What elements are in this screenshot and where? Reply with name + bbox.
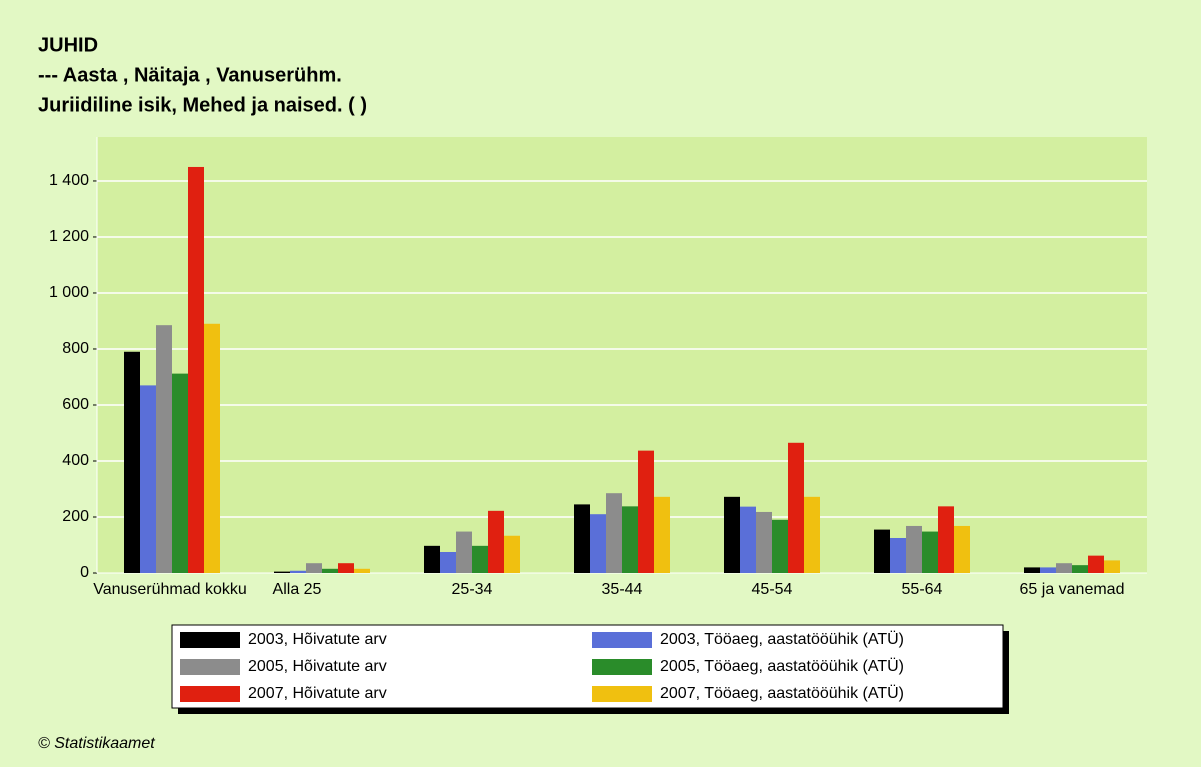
bar	[472, 545, 488, 573]
legend-swatch	[180, 659, 240, 675]
legend	[171, 624, 1004, 709]
x-tick-label: Alla 25	[273, 581, 322, 598]
bar	[306, 563, 322, 573]
chart-title: JUHID	[38, 34, 98, 56]
x-tick-label: 45-54	[752, 581, 793, 598]
bar	[274, 571, 290, 573]
legend-swatch	[180, 632, 240, 648]
bar	[424, 545, 440, 573]
legend-swatch	[180, 686, 240, 702]
bar	[654, 496, 670, 573]
bar	[204, 323, 220, 573]
bar	[740, 506, 756, 573]
bar	[804, 496, 820, 573]
bar	[188, 166, 204, 573]
bar	[638, 450, 654, 573]
bar	[1024, 567, 1040, 573]
bar	[724, 496, 740, 573]
y-tick-label: 600	[62, 396, 89, 413]
x-tick-label: 35-44	[602, 581, 643, 598]
legend-label: 2005, Tööaeg, aastatööühik (ATÜ)	[660, 657, 904, 675]
y-tick-label: 1 400	[49, 172, 89, 189]
bar	[1056, 563, 1072, 573]
y-tick-label: 800	[62, 340, 89, 357]
bar	[124, 351, 140, 573]
bar	[788, 442, 804, 573]
bar	[606, 493, 622, 573]
x-tick-label: Vanuserühmad kokku	[93, 581, 247, 598]
bar	[590, 514, 606, 573]
legend-label: 2003, Hõivatute arv	[248, 631, 387, 648]
bar	[140, 385, 156, 573]
y-tick-label: 1 000	[49, 284, 89, 301]
bar	[890, 537, 906, 573]
bar	[440, 551, 456, 573]
bar	[504, 535, 520, 573]
chart-subtitle: Juriidiline isik, Mehed ja naised. ( )	[38, 94, 367, 116]
bar	[772, 519, 788, 573]
bar	[938, 506, 954, 573]
bar	[1088, 555, 1104, 573]
bar	[1072, 565, 1088, 573]
bar	[322, 568, 338, 573]
legend-swatch	[592, 659, 652, 675]
bar	[954, 525, 970, 573]
bar	[1104, 560, 1120, 573]
bar	[574, 504, 590, 573]
legend-label: 2003, Tööaeg, aastatööühik (ATÜ)	[660, 630, 904, 648]
x-tick-label: 65 ja vanemad	[1020, 581, 1125, 598]
legend-label: 2005, Hõivatute arv	[248, 658, 387, 675]
bar	[1040, 567, 1056, 573]
chart-subtitle: --- Aasta , Näitaja , Vanuserühm.	[38, 64, 342, 86]
bar	[622, 506, 638, 573]
legend-swatch	[592, 686, 652, 702]
bar	[874, 529, 890, 573]
footer: © Statistikaamet	[38, 735, 155, 752]
x-tick-label: 55-64	[902, 581, 943, 598]
bar	[354, 568, 370, 573]
bar	[922, 531, 938, 573]
legend-swatch	[592, 632, 652, 648]
y-tick-label: 1 200	[49, 228, 89, 245]
bar	[338, 563, 354, 573]
bar	[906, 525, 922, 573]
y-tick-label: 0	[80, 564, 89, 581]
bar	[290, 570, 306, 573]
bar	[156, 325, 172, 573]
bar	[488, 510, 504, 573]
y-tick-label: 400	[62, 452, 89, 469]
bar	[756, 511, 772, 573]
legend-label: 2007, Hõivatute arv	[248, 685, 387, 702]
bar	[456, 531, 472, 573]
bar	[172, 373, 188, 573]
legend-label: 2007, Tööaeg, aastatööühik (ATÜ)	[660, 684, 904, 702]
x-tick-label: 25-34	[452, 581, 493, 598]
y-tick-label: 200	[62, 508, 89, 525]
